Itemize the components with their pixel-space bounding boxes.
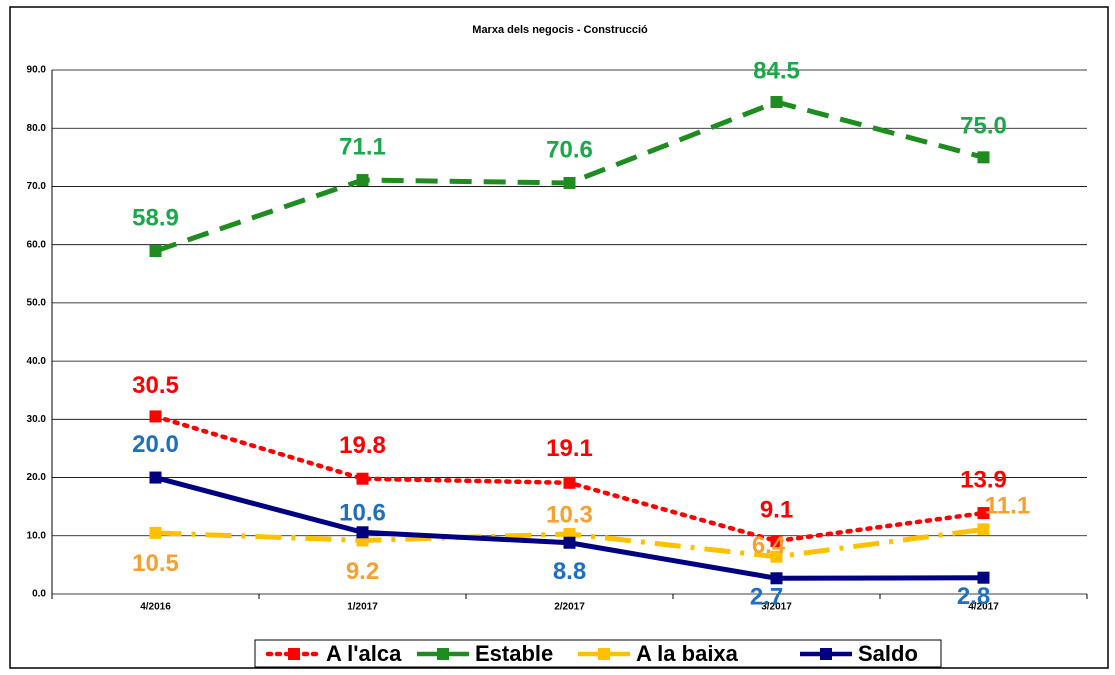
- legend-marker: [820, 648, 832, 660]
- value-label: 10.6: [339, 500, 386, 527]
- value-label: 20.0: [132, 431, 179, 458]
- value-label: 6.4: [752, 532, 786, 559]
- value-label: 70.6: [546, 136, 593, 163]
- legend-marker: [598, 648, 610, 660]
- value-label: 9.2: [346, 558, 379, 585]
- marker: [563, 476, 576, 489]
- legend-marker: [288, 648, 300, 660]
- value-label: 58.9: [132, 204, 179, 231]
- marker: [356, 174, 369, 187]
- value-label: 19.1: [546, 435, 593, 462]
- x-tick-label: 3/2017: [761, 602, 792, 613]
- value-label: 11.1: [985, 493, 1030, 520]
- chart-title: Marxa dels negocis - Construcció: [472, 24, 648, 36]
- value-label: 8.8: [553, 558, 586, 585]
- value-label: 30.5: [132, 372, 179, 399]
- marker: [977, 523, 990, 536]
- marker: [977, 571, 990, 584]
- y-tick-label: 50.0: [27, 298, 47, 309]
- marker: [149, 526, 162, 539]
- y-tick-label: 20.0: [27, 472, 47, 483]
- legend-label: A la baixa: [636, 641, 739, 666]
- y-tick-label: 30.0: [27, 414, 47, 425]
- value-label: 10.3: [546, 501, 593, 528]
- marker: [770, 96, 783, 109]
- y-tick-label: 90.0: [27, 65, 47, 76]
- legend-label: Estable: [475, 641, 553, 666]
- y-tick-label: 60.0: [27, 239, 47, 250]
- marker: [149, 245, 162, 258]
- x-tick-label: 2/2017: [554, 602, 585, 613]
- y-tick-label: 0.0: [32, 589, 46, 600]
- x-tick-label: 4/2017: [968, 602, 999, 613]
- marker: [149, 410, 162, 423]
- marker: [770, 535, 783, 548]
- x-tick-label: 1/2017: [347, 602, 378, 613]
- value-label: 13.9: [960, 466, 1007, 493]
- marker: [977, 507, 990, 520]
- y-tick-label: 40.0: [27, 356, 47, 367]
- legend-label: A l'alca: [326, 641, 402, 666]
- marker: [356, 526, 369, 539]
- marker: [356, 472, 369, 485]
- marker: [977, 151, 990, 164]
- marker: [149, 471, 162, 484]
- value-label: 9.1: [760, 496, 793, 523]
- marker: [770, 572, 783, 585]
- legend-label: Saldo: [858, 641, 918, 666]
- value-label: 2.8: [957, 583, 990, 610]
- y-tick-label: 80.0: [27, 123, 47, 134]
- chart-border: [9, 6, 1109, 669]
- marker: [563, 536, 576, 549]
- value-label: 19.8: [339, 432, 386, 459]
- value-label: 75.0: [960, 113, 1007, 140]
- legend-marker: [437, 648, 449, 660]
- value-label: 84.5: [753, 57, 800, 84]
- y-tick-label: 10.0: [27, 530, 47, 541]
- marker: [770, 550, 783, 563]
- y-tick-label: 70.0: [27, 181, 47, 192]
- value-label: 10.5: [132, 550, 179, 577]
- x-tick-label: 4/2016: [140, 602, 171, 613]
- marker: [563, 176, 576, 189]
- value-label: 71.1: [339, 133, 386, 160]
- value-label: 2.7: [750, 584, 783, 611]
